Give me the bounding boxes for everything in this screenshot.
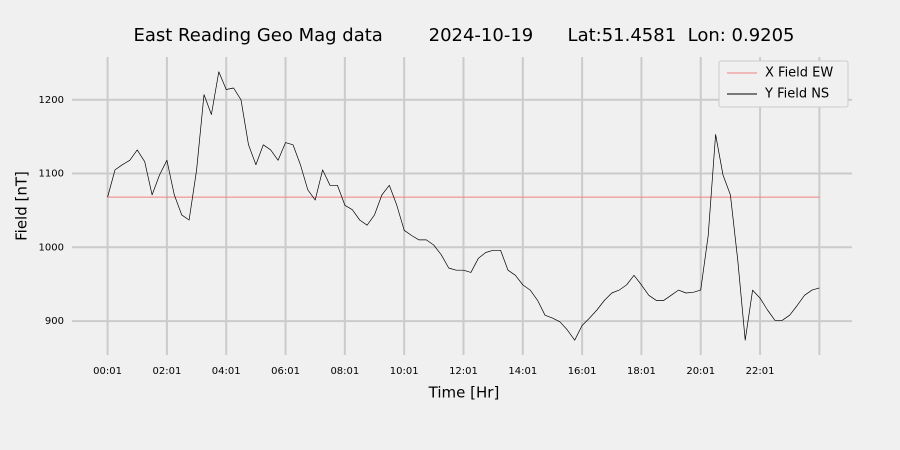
y-tick-label: 900 — [45, 316, 64, 327]
x-tick-label: 04:01 — [212, 366, 241, 377]
chart-title: East Reading Geo Mag data 2024-10-19 Lat… — [133, 25, 794, 46]
x-axis-label: Time [Hr] — [428, 384, 500, 402]
y-tick-label: 1000 — [39, 242, 64, 253]
data-line — [107, 71, 820, 341]
x-tick-label: 08:01 — [330, 366, 359, 377]
x-tick-label: 18:01 — [627, 366, 656, 377]
x-tick-label: 20:01 — [686, 366, 715, 377]
y-axis-label: Field [nT] — [13, 171, 31, 241]
x-tick-label: 22:01 — [746, 366, 775, 377]
x-tick-label: 16:01 — [568, 366, 597, 377]
legend-label: X Field EW — [765, 66, 833, 81]
x-tick-label: 14:01 — [508, 366, 537, 377]
x-tick-label: 02:01 — [152, 366, 181, 377]
x-tick-label: 10:01 — [390, 366, 419, 377]
x-tick-label: 12:01 — [449, 366, 478, 377]
y-tick-label: 1200 — [39, 95, 64, 106]
x-tick-label: 00:01 — [93, 366, 122, 377]
x-tick-label: 06:01 — [271, 366, 300, 377]
legend-label: Y Field NS — [764, 87, 829, 102]
y-tick-label: 1100 — [39, 169, 64, 180]
